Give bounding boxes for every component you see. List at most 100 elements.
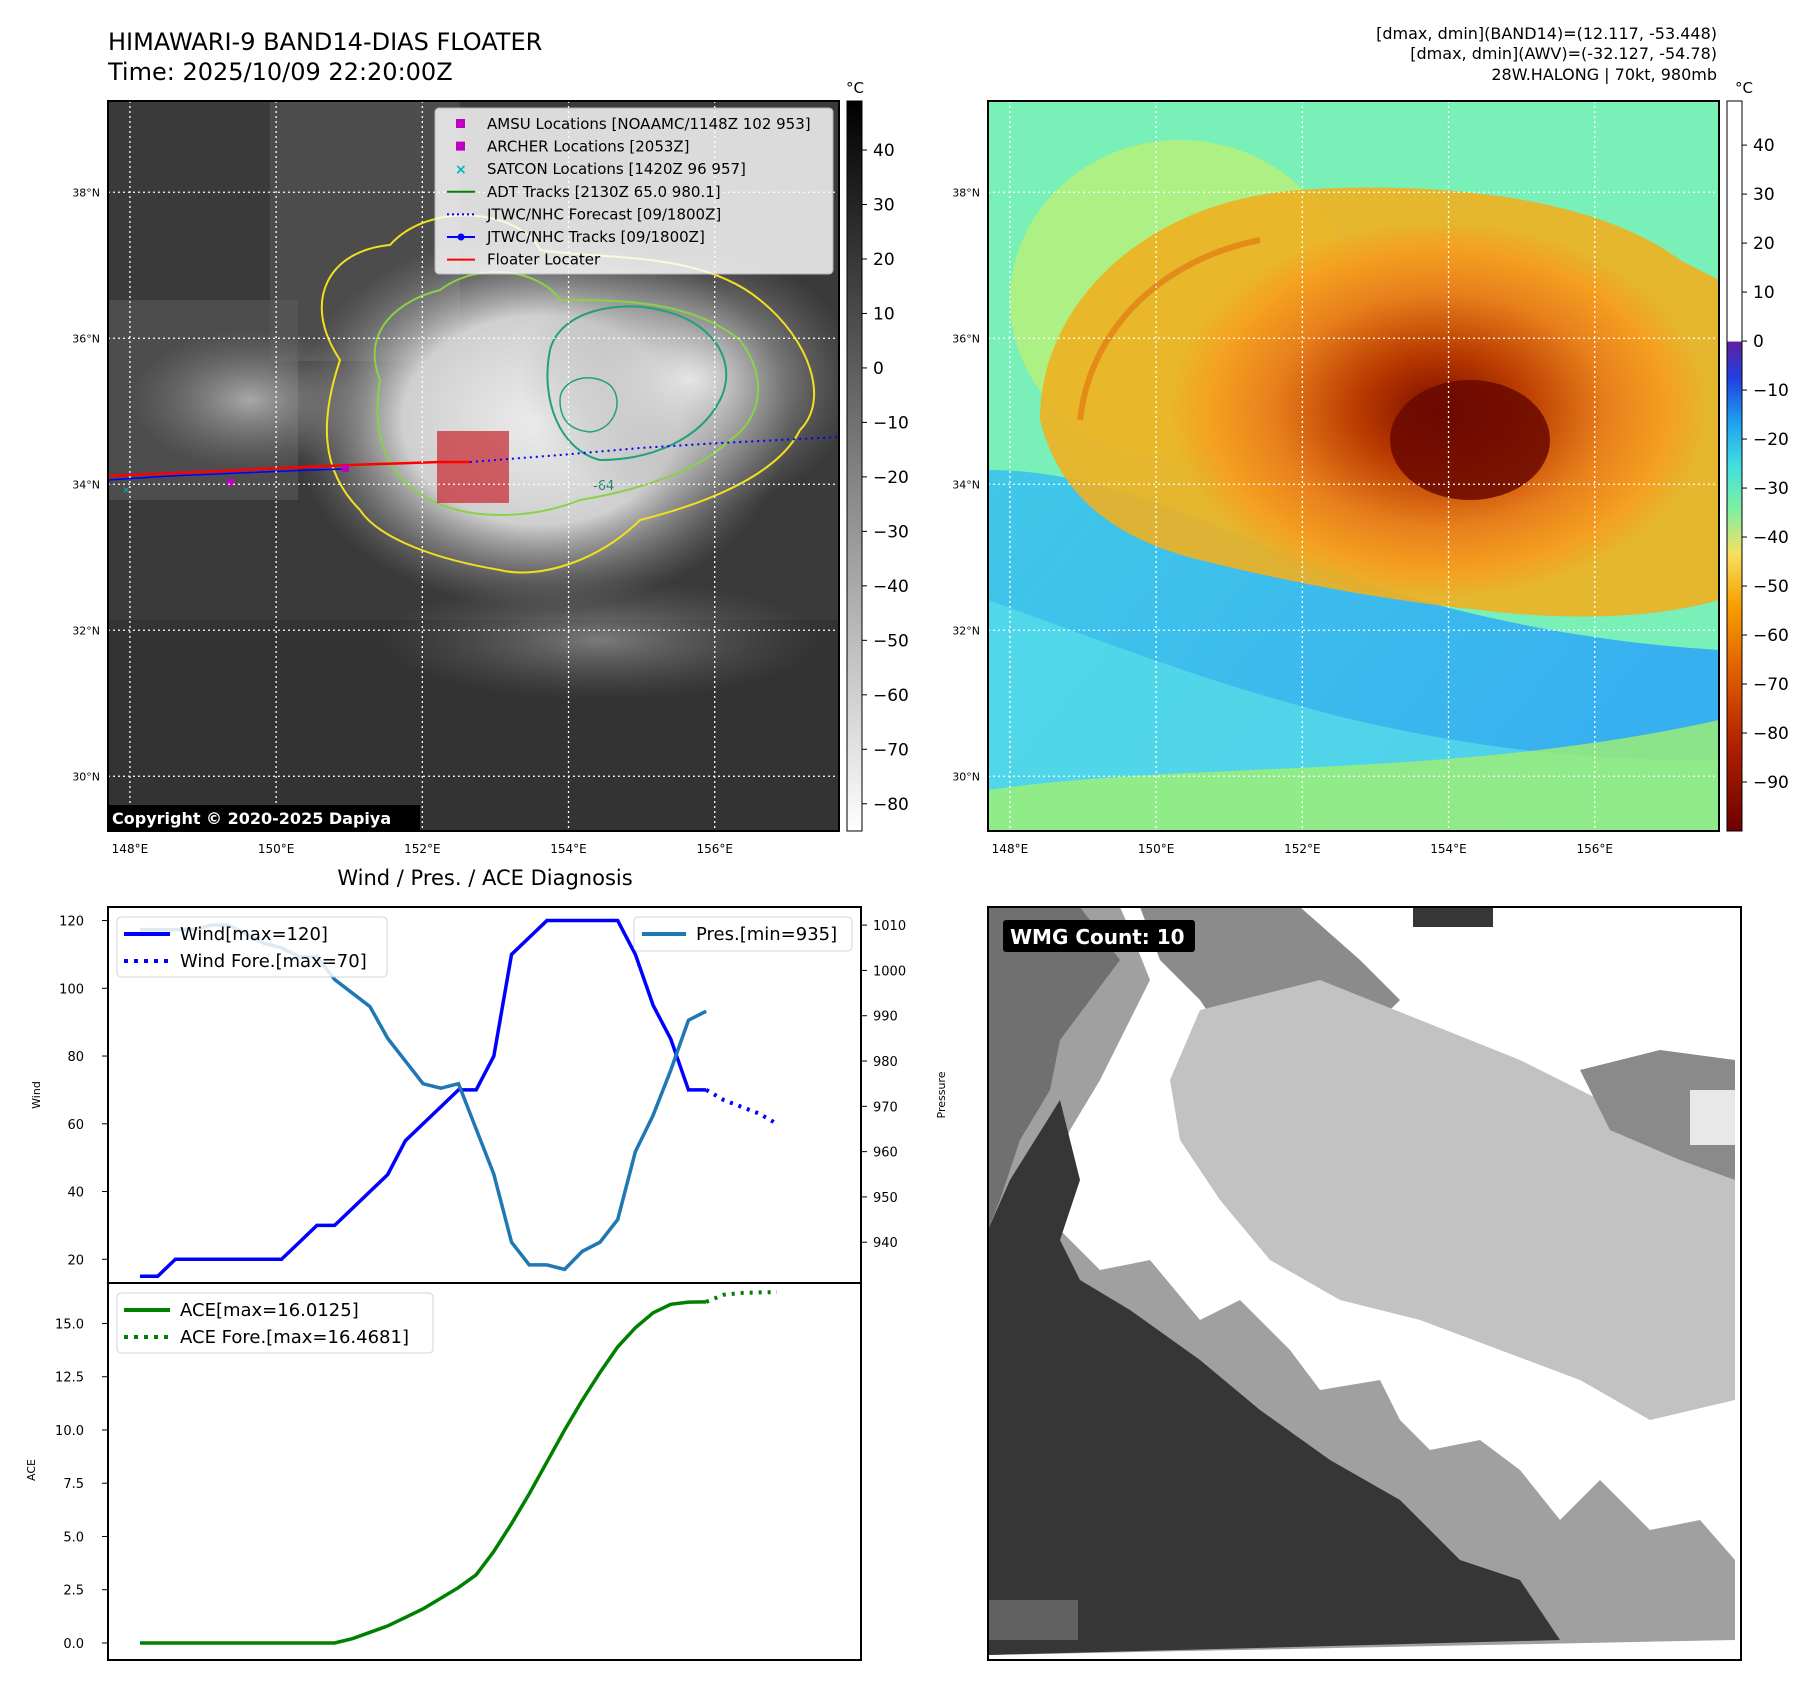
lat-tick-label: 32°N: [952, 624, 980, 637]
map-tick-labels: 148°E 150°E 152°E 154°E 156°E 38°N 36°N 34°N 32°…: [72, 186, 1613, 856]
floater-box: [437, 431, 509, 503]
ace-legend-label: ACE[max=16.0125]: [180, 1300, 359, 1321]
wind-ytick-label: 120: [59, 915, 84, 930]
legend-item: × SATCON Locations [1420Z 96 957]: [455, 160, 746, 178]
legend-item: JTWC/NHC Tracks [09/1800Z]: [447, 228, 705, 246]
awv-gridlines: [988, 101, 1719, 831]
band14-frame: [107, 100, 840, 832]
colorbar-tick-label: −70: [873, 740, 909, 760]
ace-line-1: [705, 1290, 777, 1304]
legend-item: AMSU Locations [NOAAMC/1148Z 102 953]: [456, 115, 811, 133]
legend-label: ADT Tracks [2130Z 65.0 980.1]: [487, 183, 721, 201]
pressure-ytick-label: 980: [873, 1055, 898, 1070]
wmg-label-box: [1003, 920, 1195, 952]
legend-label: AMSU Locations [NOAAMC/1148Z 102 953]: [487, 115, 811, 133]
ace-ytick-label: 12.5: [55, 1371, 84, 1386]
series-line-1: [705, 1088, 778, 1126]
legend-label: ARCHER Locations [2053Z]: [487, 138, 690, 156]
info-storm: 28W.HALONG | 70kt, 980mb: [1491, 65, 1717, 84]
legend-marker-x: ×: [455, 162, 467, 178]
pres-legend: [633, 916, 853, 952]
amsu-marker: [342, 465, 349, 472]
copyright-text: Copyright © 2020-2025 Dapiya: [112, 809, 391, 828]
colorbar-tick-label: −10: [873, 413, 909, 433]
awv-colorbar: [1726, 100, 1743, 832]
lat-tick-label: 30°N: [72, 770, 100, 783]
awv-map: [988, 101, 1719, 831]
colorbar-tick-label: −30: [873, 522, 909, 542]
legend-item: Floater Locater: [447, 251, 601, 269]
colorbar-tick-label: −70: [1753, 675, 1789, 695]
lon-tick-label: 154°E: [550, 842, 587, 856]
colorbar-tick-label: −40: [873, 577, 909, 597]
ace-ytick-label: 2.5: [63, 1584, 84, 1599]
info-awv: [dmax, dmin](AWV)=(-32.127, -54.78): [1410, 44, 1717, 63]
band14-colorbar: [846, 100, 863, 832]
lon-tick-label: 150°E: [1138, 842, 1175, 856]
figure-time: Time: 2025/10/09 22:20:00Z: [107, 58, 453, 86]
wmg-count: WMG Count: 10: [1010, 925, 1185, 949]
lat-tick-label: 36°N: [952, 332, 980, 345]
awv-frame: [987, 100, 1720, 832]
colorbar-tick-label: −20: [1753, 430, 1789, 450]
colorbar-tick-label: −50: [1753, 577, 1789, 597]
ace-legend: [116, 1292, 434, 1354]
wind-legend-label: Wind Fore.[max=70]: [180, 951, 367, 972]
lat-tick-label: 34°N: [72, 478, 100, 491]
colorbar-tick-label: −30: [1753, 479, 1789, 499]
lat-tick-label: 38°N: [952, 186, 980, 199]
archer-marker: [227, 479, 234, 486]
lat-tick-label: 32°N: [72, 624, 100, 637]
legend-label: JTWC/NHC Forecast [09/1800Z]: [486, 205, 721, 223]
track-line: [108, 468, 347, 481]
contour-label: -64: [593, 479, 614, 494]
lon-tick-label: 154°E: [1430, 842, 1467, 856]
wind-ytick-label: 40: [67, 1186, 84, 1201]
wind-pres-plot: 20 40 60 80 100 120 940 950 960 970 980 990 1000 1010…: [59, 915, 906, 1278]
ace-ytick-label: 10.0: [55, 1424, 84, 1439]
wind-ytick-label: 80: [67, 1050, 84, 1065]
pressure-ytick-label: 1010: [873, 919, 906, 934]
ace-ytick-label: 15.0: [55, 1317, 84, 1332]
colorbar-tick-label: 40: [1753, 136, 1775, 156]
lon-tick-label: 148°E: [992, 842, 1029, 856]
colorbar-tick-label: 30: [873, 196, 895, 216]
lon-tick-label: 150°E: [258, 842, 295, 856]
colorbar-tick-label: −80: [873, 795, 909, 815]
colorbar-tick-label: −40: [1753, 528, 1789, 548]
ace-ytick-label: 5.0: [63, 1530, 84, 1545]
wind-ytick-label: 20: [67, 1253, 84, 1268]
legend-marker-square: [456, 119, 465, 128]
pressure-ytick-label: 1000: [873, 964, 906, 979]
awv-colorbar-ticks: 40 30 20 10 0 −10 −20 −30 −40 −50 −60 −70 −80 −90: [1742, 136, 1789, 793]
legend-label: JTWC/NHC Tracks [09/1800Z]: [486, 228, 705, 246]
colorbar-tick-label: 0: [1753, 332, 1764, 352]
colorbar-tick-label: −60: [873, 686, 909, 706]
awv-colorbar-unit: °C: [1735, 79, 1753, 97]
legend-item: ARCHER Locations [2053Z]: [456, 138, 690, 156]
ace-legend-label: ACE Fore.[max=16.4681]: [180, 1327, 409, 1348]
lat-tick-label: 34°N: [952, 478, 980, 491]
band14-colorbar-ticks: 40 30 20 10 0 −10 −20 −30 −40 −50 −60 −70 −80: [862, 141, 909, 815]
map-legend: AMSU Locations [NOAAMC/1148Z 102 953] ARC…: [434, 107, 834, 275]
colorbar-tick-label: −10: [1753, 381, 1789, 401]
wind-legend: [116, 916, 388, 978]
pressure-ytick-label: 950: [873, 1191, 898, 1206]
colorbar-tick-label: 20: [873, 250, 895, 270]
figure-title: HIMAWARI-9 BAND14-DIAS FLOATER: [108, 28, 542, 56]
pressure-axis-label: Pressure: [935, 1071, 948, 1118]
colorbar-tick-label: 40: [873, 141, 895, 161]
colorbar-tick-label: −60: [1753, 626, 1789, 646]
chart-title: Wind / Pres. / ACE Diagnosis: [337, 866, 632, 890]
pres-legend-label: Pres.[min=935]: [696, 924, 837, 945]
colorbar-tick-label: −90: [1753, 773, 1789, 793]
wind-ytick-label: 100: [59, 982, 84, 997]
colorbar-tick-label: 0: [873, 359, 884, 379]
colorbar-tick-label: 10: [873, 304, 895, 324]
lon-tick-label: 156°E: [1576, 842, 1613, 856]
lon-tick-label: 152°E: [1284, 842, 1321, 856]
pressure-ytick-label: 990: [873, 1010, 898, 1025]
info-band14: [dmax, dmin](BAND14)=(12.117, -53.448): [1376, 24, 1717, 43]
legend-label: Floater Locater: [487, 251, 601, 269]
wmg-panel: [988, 907, 1741, 1660]
